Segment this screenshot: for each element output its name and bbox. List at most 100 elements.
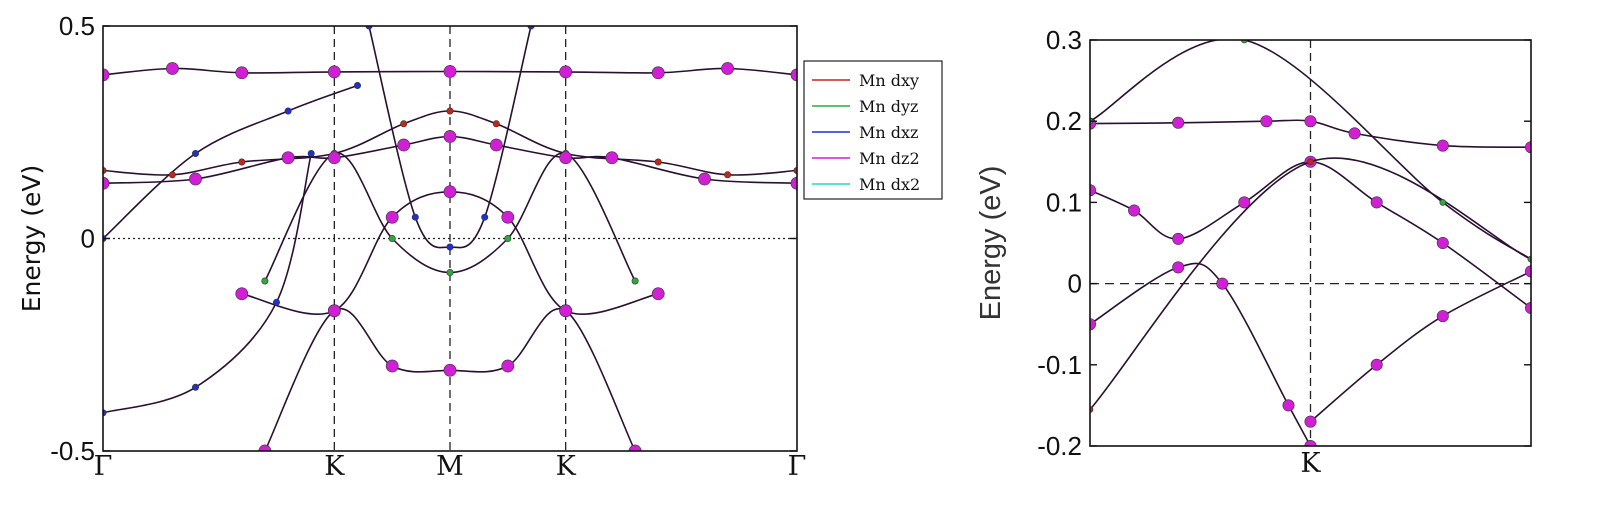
legend-label-0: Mn dxy xyxy=(859,71,919,90)
band-point-8-2 xyxy=(281,151,295,165)
y-axis-label: Energy (eV) xyxy=(975,166,1007,321)
band-point-8-7 xyxy=(559,151,573,165)
band-point-0-4 xyxy=(443,65,457,78)
band-point-6-6 xyxy=(492,120,500,128)
band-point-1-4 xyxy=(501,210,515,224)
band-point-1-3 xyxy=(1238,196,1251,209)
band-point-1-2 xyxy=(385,210,399,224)
band-point-0-3 xyxy=(1304,115,1317,128)
band-series-0 xyxy=(103,62,797,82)
band-point-8-6 xyxy=(489,138,503,152)
band-point-7-0 xyxy=(261,277,269,285)
band-point-1-6 xyxy=(651,287,665,301)
band-point-3-0 xyxy=(1304,415,1317,428)
band-point-5-3 xyxy=(307,150,315,158)
band-point-2-6 xyxy=(628,444,642,451)
band-point-4-1 xyxy=(192,150,200,158)
band-point-8-0 xyxy=(103,176,110,190)
y-tick-label-2: -0.5 xyxy=(50,436,95,466)
band-point-1-7 xyxy=(1525,302,1531,314)
x-tick-label-0: K xyxy=(1300,448,1321,479)
band-point-8-4 xyxy=(397,138,411,152)
band-line-4 xyxy=(103,84,358,240)
band-point-0-2 xyxy=(235,66,249,80)
band-point-0-6 xyxy=(651,66,665,80)
band-point-3-1 xyxy=(411,213,419,221)
band-point-1-5 xyxy=(1370,196,1383,209)
y-tick-label-1: 0 xyxy=(81,224,95,254)
band-point-1-3 xyxy=(443,185,457,199)
band-series-4 xyxy=(103,82,361,242)
band-point-0-1 xyxy=(1172,116,1185,129)
band-point-6-2 xyxy=(238,158,246,166)
y-axis-label: Energy (eV) xyxy=(17,165,46,312)
band-line-3 xyxy=(1309,270,1531,423)
y-tick-label-0: 0.5 xyxy=(59,11,95,41)
band-point-3-2 xyxy=(1436,310,1449,323)
band-point-3-1 xyxy=(1370,358,1383,371)
band-point-4-2 xyxy=(284,107,292,115)
legend-label-3: Mn dz2 xyxy=(859,149,920,168)
x-tick-label-1: K xyxy=(324,451,345,482)
y-tick-label-2: 0.1 xyxy=(1046,187,1082,217)
band-point-6-5 xyxy=(446,107,454,115)
band-point-3-3 xyxy=(481,213,489,221)
x-tick-label-3: K xyxy=(556,451,577,482)
band-point-6-8 xyxy=(654,158,662,166)
band-point-5-2 xyxy=(1439,199,1447,206)
band-point-4-1 xyxy=(1307,158,1314,166)
band-point-8-3 xyxy=(327,151,341,165)
band-point-1-0 xyxy=(235,287,249,301)
band-point-0-6 xyxy=(1525,141,1531,154)
band-point-8-5 xyxy=(443,130,457,143)
y-tick-label-1: 0.2 xyxy=(1046,106,1082,136)
y-tick-label-4: -0.1 xyxy=(1037,350,1082,380)
band-point-0-1 xyxy=(166,62,179,75)
band-point-8-9 xyxy=(698,172,711,186)
legend-box xyxy=(803,60,943,200)
band-point-0-3 xyxy=(327,65,341,79)
band-point-1-1 xyxy=(1128,204,1141,217)
band-point-0-2 xyxy=(1260,115,1273,128)
band-point-2-1 xyxy=(327,304,341,318)
band-point-4-3 xyxy=(353,82,361,90)
band-point-2-1 xyxy=(1172,261,1185,274)
band-point-7-4 xyxy=(504,235,512,243)
band-series-3 xyxy=(1304,265,1531,428)
band-series-0 xyxy=(1090,115,1531,154)
band-point-2-3 xyxy=(1282,399,1295,412)
band-point-2-2 xyxy=(1216,277,1229,290)
legend: Mn dxy Mn dyz Mn dxz Mn dz2 Mn dx2 xyxy=(803,60,943,200)
band-point-0-7 xyxy=(721,62,734,75)
band-line-2 xyxy=(1090,262,1312,446)
band-point-6-1 xyxy=(168,171,176,179)
legend-label-1: Mn dyz xyxy=(859,97,918,116)
bands-layer xyxy=(1090,40,1531,446)
band-series-2 xyxy=(1090,261,1317,446)
band-point-2-0 xyxy=(258,444,272,451)
band-point-7-2 xyxy=(388,235,396,243)
band-series-5 xyxy=(103,150,315,417)
band-line-5 xyxy=(1090,40,1531,260)
y-tick-label-5: -0.2 xyxy=(1037,431,1082,461)
band-point-7-3 xyxy=(446,268,454,276)
band-point-5-1 xyxy=(192,383,200,391)
band-point-6-9 xyxy=(724,171,732,179)
band-series-3 xyxy=(365,26,535,251)
right-zoomed-band-chart: 0.3 0.2 0.1 0 -0.1 -0.2 K Energy (eV) xyxy=(975,25,1532,479)
y-tick-label-3: 0 xyxy=(1068,269,1082,299)
band-point-7-6 xyxy=(631,277,639,285)
band-point-3-2 xyxy=(446,243,454,251)
band-point-8-8 xyxy=(605,151,619,165)
y-tick-label-0: 0.3 xyxy=(1046,25,1082,55)
x-tick-label-0: Γ xyxy=(94,451,113,482)
legend-label-2: Mn dxz xyxy=(859,123,918,142)
legend-label-4: Mn dx2 xyxy=(859,175,920,194)
band-series-8 xyxy=(103,130,797,190)
bands-layer xyxy=(103,26,797,451)
x-tick-label-2: M xyxy=(436,451,464,482)
band-point-2-3 xyxy=(443,363,457,377)
band-point-8-1 xyxy=(189,172,202,186)
